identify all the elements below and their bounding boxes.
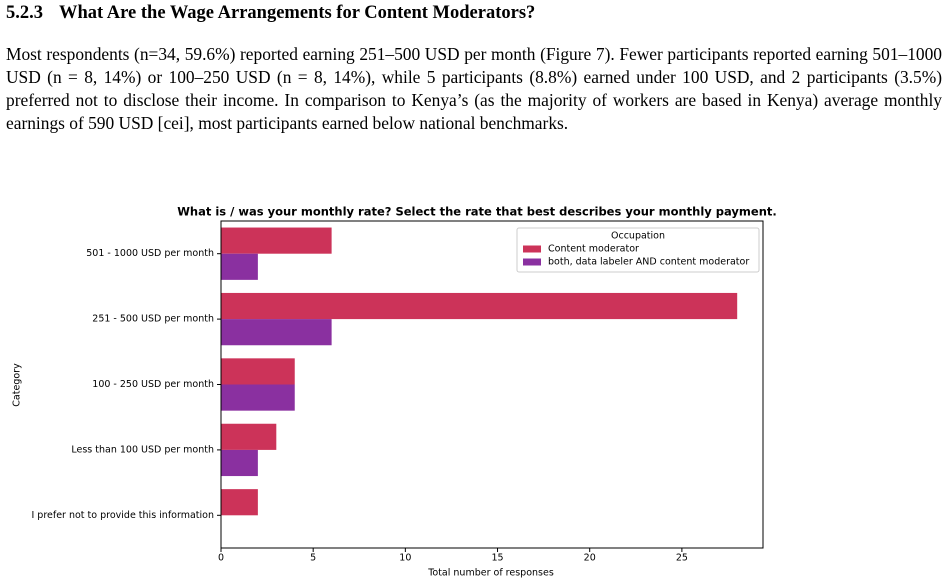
section-number: 5.2.3 xyxy=(6,3,43,23)
bar xyxy=(221,358,295,385)
bar xyxy=(221,292,738,320)
y-tick-label: 501 - 1000 USD per month xyxy=(86,248,214,259)
y-tick-label: 251 - 500 USD per month xyxy=(92,314,214,325)
bar xyxy=(221,227,332,254)
paragraph: Most respondents (n=34, 59.6%) reported … xyxy=(6,44,942,133)
bar xyxy=(221,449,258,477)
y-axis-label: Category xyxy=(12,363,23,407)
bar xyxy=(221,319,332,346)
x-tick-label: 0 xyxy=(218,553,224,564)
x-tick-label: 5 xyxy=(310,553,316,564)
x-tick-label: 20 xyxy=(584,553,596,564)
x-axis-label: Total number of responses xyxy=(427,568,554,579)
legend-label: Content moderator xyxy=(548,244,639,255)
y-tick-label: Less than 100 USD per month xyxy=(71,444,214,455)
x-tick-label: 15 xyxy=(491,553,503,564)
y-tick-label: 100 - 250 USD per month xyxy=(92,379,214,390)
x-tick-label: 25 xyxy=(676,553,688,564)
chart-title: What is / was your monthly rate? Select … xyxy=(177,205,777,219)
plot-frame xyxy=(220,220,764,549)
y-tick-label: I prefer not to provide this information xyxy=(31,510,214,521)
x-tick-label: 10 xyxy=(399,553,411,564)
legend-swatch xyxy=(523,258,541,266)
section-title: What Are the Wage Arrangements for Conte… xyxy=(59,3,536,23)
bar xyxy=(221,423,277,450)
bar xyxy=(221,489,258,516)
legend-swatch xyxy=(523,245,541,253)
legend-box xyxy=(516,227,760,273)
legend-label: both, data labeler AND content moderator xyxy=(548,257,749,268)
bar xyxy=(221,253,258,280)
legend-title: Occupation xyxy=(611,231,665,242)
bar xyxy=(221,384,295,411)
section-heading: 5.2.3 What Are the Wage Arrangements for … xyxy=(6,3,535,24)
